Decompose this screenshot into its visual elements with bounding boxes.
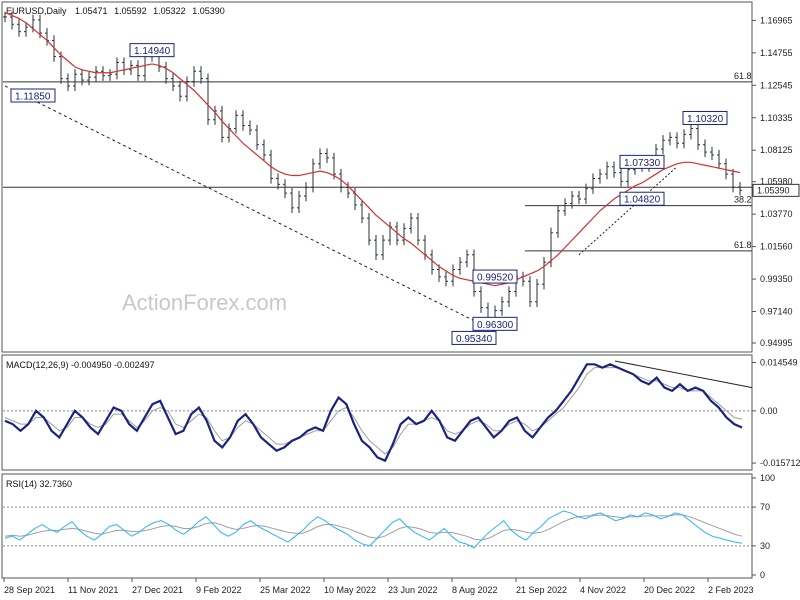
date-tick-label: 10 May 2022: [324, 585, 376, 595]
current-price-label: 1.05390: [757, 185, 790, 195]
price-trendlines: [4, 85, 678, 332]
level-box: [10, 88, 56, 103]
macd-line: [4, 363, 743, 463]
rsi-tick-label: 70: [760, 502, 770, 512]
rsi-header: RSI(14) 32.7360: [6, 479, 72, 489]
rsi-overlay-line: [4, 514, 743, 541]
level-box: [129, 43, 175, 58]
price-tick-label: 1.14755: [760, 48, 793, 58]
level-box: [619, 154, 665, 169]
level-box: [682, 110, 728, 125]
date-tick-label: 8 Aug 2022: [452, 585, 498, 595]
rsi-tick-label: 0: [760, 570, 765, 580]
price-tick-label: 1.01560: [760, 242, 793, 252]
price-series: [3, 11, 742, 329]
price-tick-label: 0.97140: [760, 307, 793, 317]
level-label: 1.10320: [687, 114, 724, 125]
date-tick-label: 23 Jun 2022: [388, 585, 438, 595]
fib-level-label: 61.8: [734, 240, 752, 250]
price-tick-label: 1.12545: [760, 80, 793, 90]
current-price-box: [752, 183, 800, 197]
price-tick-label: 1.03770: [760, 209, 793, 219]
date-tick-label: 25 Mar 2022: [260, 585, 311, 595]
price-tick-label: 0.99350: [760, 274, 793, 284]
date-tick-label: 28 Sep 2021: [4, 585, 55, 595]
level-box: [451, 330, 497, 345]
dashed-trendline: [4, 85, 496, 332]
macd-panel-frame: [1, 354, 753, 471]
header-symbol: EURUSD,Daily: [6, 6, 67, 16]
price-level-labels: 1.14940 1.11850 1.10320 1.07330 1.04820 0.995…: [10, 43, 728, 345]
level-label: 1.04820: [624, 195, 661, 206]
rsi-tick-label: 30: [760, 541, 770, 551]
level-box: [472, 269, 518, 284]
header-close: 1.05390: [192, 6, 225, 16]
price-horizontal-lines: 61.8 38.2 61.8: [3, 71, 752, 252]
rsi-panel-frame: [1, 473, 753, 579]
price-panel-frame: [1, 1, 753, 353]
level-box: [619, 191, 665, 206]
price-tick-label: 1.08125: [760, 145, 793, 155]
price-tick-label: 0.94995: [760, 338, 793, 348]
moving-average-line: [4, 11, 741, 287]
header-open: 1.05471: [75, 6, 108, 16]
macd-divergence-line: [614, 360, 753, 389]
price-tick-label: 1.10335: [760, 113, 793, 123]
macd-series: [4, 360, 753, 463]
header-high: 1.05592: [114, 6, 147, 16]
level-label: 1.14940: [134, 46, 171, 57]
date-tick-label: 9 Feb 2022: [196, 585, 242, 595]
level-label: 0.99520: [477, 273, 514, 284]
level-label: 1.11850: [15, 92, 51, 103]
watermark: ActionForex.com: [122, 290, 287, 315]
date-axis: 28 Sep 2021 11 Nov 2021 27 Dec 2021 9 Feb 2…: [3, 578, 754, 595]
date-tick-label: 20 Dec 2022: [644, 585, 695, 595]
date-tick-label: 4 Nov 2022: [580, 585, 626, 595]
level-label: 0.95340: [456, 334, 493, 345]
price-tick-label: 1.05980: [760, 177, 793, 187]
price-header: EURUSD,Daily 1.05471 1.05592 1.05322 1.0…: [6, 6, 225, 16]
date-tick-label: 2 Feb 2023: [708, 585, 754, 595]
fib-level-label: 61.8: [734, 71, 752, 81]
level-box: [472, 316, 518, 331]
price-axis-ticks: 1.16965 1.14755 1.12545 1.10335 1.08125 1.059…: [752, 15, 793, 348]
date-tick-label: 21 Sep 2022: [516, 585, 567, 595]
rsi-series: [4, 510, 743, 549]
price-tick-label: 1.16965: [760, 15, 793, 25]
dotted-support-line: [578, 166, 678, 256]
macd-tick-label: 0.00: [760, 406, 778, 416]
header-low: 1.05322: [153, 6, 186, 16]
date-tick-label: 27 Dec 2021: [132, 585, 183, 595]
level-label: 1.07330: [624, 158, 661, 169]
rsi-line: [4, 510, 743, 549]
fib-level-label: 38.2: [734, 195, 752, 205]
current-price-marker: 1.05390: [752, 183, 800, 197]
rsi-tick-label: 100: [760, 473, 775, 483]
macd-tick-label: -0.015712: [760, 458, 800, 468]
macd-header: MACD(12,26,9) -0.004950 -0.002497: [6, 360, 155, 370]
level-label: 0.96300: [477, 320, 514, 331]
macd-tick-label: 0.014549: [760, 357, 798, 367]
macd-axis-ticks: 0.014549 0.00 -0.015712: [3, 357, 800, 468]
date-tick-label: 11 Nov 2021: [68, 585, 118, 595]
rsi-axis-ticks: 100 70 30 0: [3, 473, 775, 580]
